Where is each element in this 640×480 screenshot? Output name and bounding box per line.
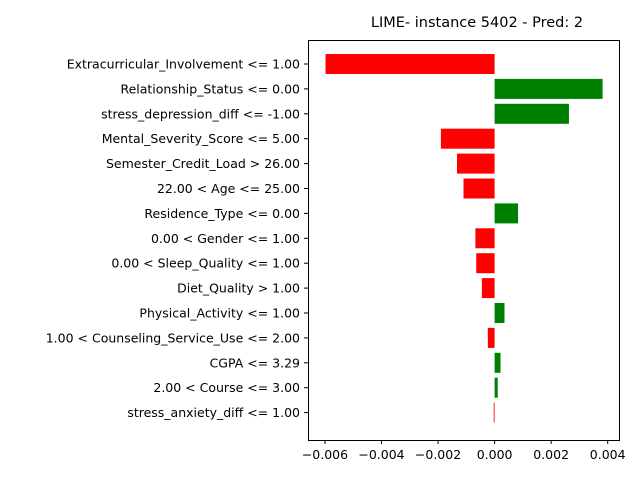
y-tick-label: Physical_Activity <= 1.00: [139, 306, 300, 321]
bar-8: [476, 253, 495, 274]
bar-group: [325, 54, 603, 423]
bar-7: [475, 228, 495, 249]
bar-1: [494, 78, 603, 99]
bar-0: [325, 54, 495, 74]
y-tick-label: 2.00 < Course <= 3.00: [153, 380, 300, 395]
bar-2: [494, 103, 569, 124]
y-tick-label: 0.00 < Gender <= 1.00: [151, 231, 300, 246]
bar-13: [494, 377, 498, 398]
x-tick-label: −0.006: [302, 447, 348, 462]
x-tick-label: 0.004: [590, 447, 626, 462]
y-tick-label: stress_depression_diff <= -1.00: [101, 106, 300, 121]
x-tick-label: −0.004: [358, 447, 404, 462]
y-tick-label: Semester_Credit_Load > 26.00: [106, 156, 300, 171]
y-tick-labels: Extracurricular_Involvement <= 1.00 Relat…: [46, 57, 308, 420]
bar-6: [494, 203, 519, 224]
x-tick-label: 0.000: [477, 447, 513, 462]
bar-14: [493, 402, 495, 423]
chart-title: LIME- instance 5402 - Pred: 2: [371, 15, 583, 31]
y-tick-label: 1.00 < Counseling_Service_Use <= 2.00: [46, 330, 300, 345]
bar-4: [456, 153, 495, 174]
bar-3: [440, 128, 495, 149]
y-tick-label: Mental_Severity_Score <= 5.00: [102, 131, 300, 146]
y-tick-label: Residence_Type <= 0.00: [144, 206, 300, 221]
y-tick-label: Extracurricular_Involvement <= 1.00: [67, 57, 300, 72]
y-tick-label: Relationship_Status <= 0.00: [120, 81, 300, 96]
y-tick-label: 22.00 < Age <= 25.00: [157, 181, 300, 196]
y-tick-label: Diet_Quality > 1.00: [177, 281, 300, 296]
y-tick-label: stress_anxiety_diff <= 1.00: [127, 405, 300, 420]
x-tick-label: 0.002: [533, 447, 569, 462]
bar-9: [481, 278, 495, 299]
bar-12: [494, 352, 501, 373]
plot-frame: [308, 40, 620, 441]
y-tick-label: CGPA <= 3.29: [210, 355, 300, 370]
x-tick-label: −0.002: [415, 447, 461, 462]
bar-11: [487, 327, 495, 348]
bar-5: [463, 178, 495, 199]
y-tick-label: 0.00 < Sleep_Quality <= 1.00: [111, 256, 300, 271]
bar-10: [494, 303, 505, 323]
x-ticks: −0.006 −0.004 −0.002 0.000 0.002 0.004: [302, 440, 626, 462]
